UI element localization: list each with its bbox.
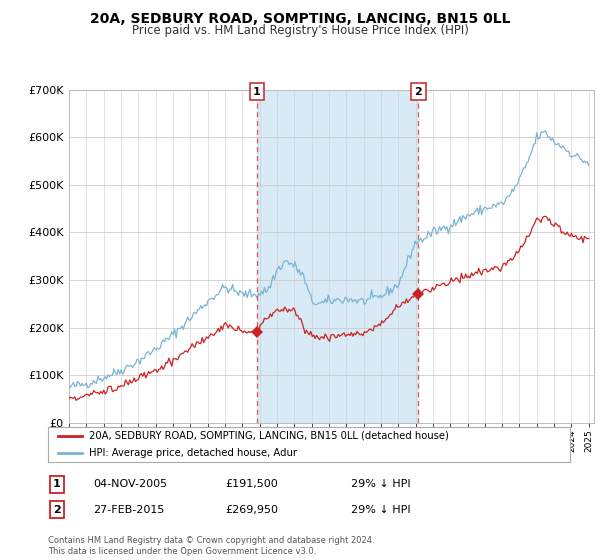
Text: 1: 1 bbox=[53, 479, 61, 489]
Text: 29% ↓ HPI: 29% ↓ HPI bbox=[351, 505, 410, 515]
Text: HPI: Average price, detached house, Adur: HPI: Average price, detached house, Adur bbox=[89, 448, 297, 458]
Text: £191,500: £191,500 bbox=[225, 479, 278, 489]
Text: Price paid vs. HM Land Registry's House Price Index (HPI): Price paid vs. HM Land Registry's House … bbox=[131, 24, 469, 37]
Text: 04-NOV-2005: 04-NOV-2005 bbox=[93, 479, 167, 489]
Text: 27-FEB-2015: 27-FEB-2015 bbox=[93, 505, 164, 515]
Text: Contains HM Land Registry data © Crown copyright and database right 2024.
This d: Contains HM Land Registry data © Crown c… bbox=[48, 536, 374, 556]
Text: 1: 1 bbox=[253, 87, 260, 97]
Bar bbox=[257, 90, 418, 423]
Text: £269,950: £269,950 bbox=[225, 505, 278, 515]
Text: 2: 2 bbox=[415, 87, 422, 97]
Text: 20A, SEDBURY ROAD, SOMPTING, LANCING, BN15 0LL: 20A, SEDBURY ROAD, SOMPTING, LANCING, BN… bbox=[90, 12, 510, 26]
Text: 20A, SEDBURY ROAD, SOMPTING, LANCING, BN15 0LL (detached house): 20A, SEDBURY ROAD, SOMPTING, LANCING, BN… bbox=[89, 431, 449, 441]
Text: 2: 2 bbox=[53, 505, 61, 515]
Text: 29% ↓ HPI: 29% ↓ HPI bbox=[351, 479, 410, 489]
